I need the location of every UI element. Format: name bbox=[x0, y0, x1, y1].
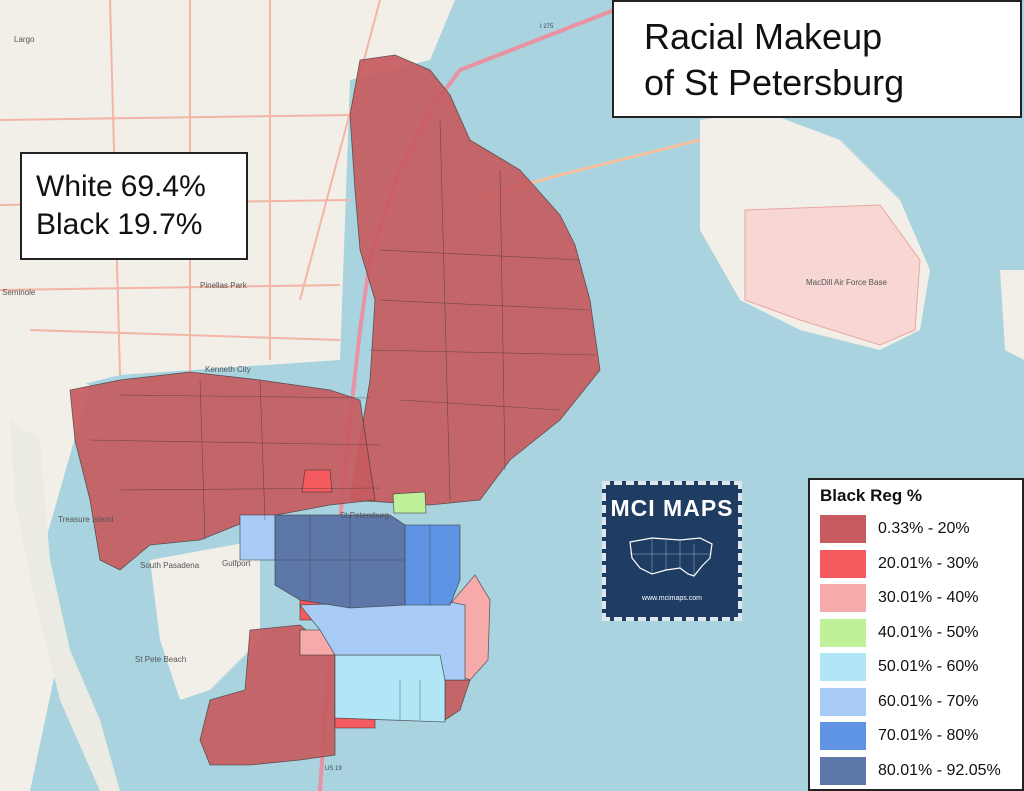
legend-label: 20.01% - 30% bbox=[878, 554, 979, 572]
southwest-land bbox=[150, 540, 260, 700]
legend-item: 50.01% - 60% bbox=[820, 650, 1022, 685]
region-group bbox=[69, 54, 601, 766]
legend-swatch bbox=[820, 756, 866, 785]
legend-item: 60.01% - 70% bbox=[820, 685, 1022, 720]
legend-label: 50.01% - 60% bbox=[878, 658, 979, 676]
legend-label: 70.01% - 80% bbox=[878, 727, 979, 745]
legend-label: 30.01% - 40% bbox=[878, 589, 979, 607]
legend-swatch bbox=[820, 618, 866, 647]
region-north bbox=[349, 54, 601, 506]
label-macdill: MacDill Air Force Base bbox=[806, 278, 887, 287]
tract-outlines bbox=[89, 119, 596, 720]
legend-title: Black Reg % bbox=[820, 486, 923, 505]
legend-items: 0.33% - 20% 20.01% - 30% 30.01% - 40% 40.01… bbox=[820, 512, 1022, 788]
legend-item: 0.33% - 20% bbox=[820, 512, 1022, 547]
title-line-2: of St Petersburg bbox=[644, 62, 905, 103]
legend-swatch bbox=[820, 584, 866, 613]
region-80-92 bbox=[274, 514, 406, 609]
stat-value-black: 19.7% bbox=[117, 208, 203, 241]
region-20-30-a bbox=[301, 469, 333, 493]
label-largo: Largo bbox=[14, 35, 35, 44]
legend-item: 20.01% - 30% bbox=[820, 547, 1022, 582]
legend-item: 80.01% - 92.05% bbox=[820, 754, 1022, 789]
legend-label: 80.01% - 92.05% bbox=[878, 761, 1001, 779]
us-map-icon bbox=[629, 537, 713, 577]
region-southeast-red bbox=[444, 679, 471, 721]
stat-row-white: White 69.4% bbox=[36, 168, 246, 206]
label-kenneth-city: Kenneth City bbox=[205, 365, 251, 374]
logo-url: www.mcimaps.com bbox=[642, 595, 702, 602]
label-treasure-island: Treasure Island bbox=[58, 515, 113, 524]
region-60-70-west bbox=[239, 514, 276, 561]
beach-barrier-land bbox=[10, 420, 120, 791]
legend-item: 70.01% - 80% bbox=[820, 719, 1022, 754]
stat-label-white: White bbox=[36, 170, 113, 203]
region-central-west bbox=[69, 371, 376, 571]
legend-item: 30.01% - 40% bbox=[820, 581, 1022, 616]
logo-brand: MCI MAPS bbox=[610, 495, 734, 521]
region-50-60 bbox=[334, 654, 446, 723]
legend-label: 0.33% - 20% bbox=[878, 520, 970, 538]
stat-label-black: Black bbox=[36, 208, 110, 241]
legend-swatch bbox=[820, 687, 866, 716]
label-gulfport: Gulfport bbox=[222, 559, 251, 568]
label-south-pasadena: South Pasadena bbox=[140, 561, 200, 570]
title-box: Racial Makeup of St Petersburg bbox=[612, 0, 1022, 118]
label-seminole: Seminole bbox=[2, 288, 36, 297]
label-pinellas-park: Pinellas Park bbox=[200, 281, 248, 290]
legend-item: 40.01% - 50% bbox=[820, 616, 1022, 651]
legend-swatch bbox=[820, 653, 866, 682]
macdill-base bbox=[744, 204, 921, 346]
label-st-pete-beach: St Pete Beach bbox=[135, 655, 186, 664]
mci-maps-logo: MCI MAPS www.mcimaps.com bbox=[602, 481, 742, 621]
label-st-petersburg: St Petersburg bbox=[340, 511, 389, 520]
legend-label: 40.01% - 50% bbox=[878, 623, 979, 641]
legend: Black Reg % 0.33% - 20% 20.01% - 30% 30.01… bbox=[808, 478, 1024, 791]
title-line-1: Racial Makeup bbox=[644, 16, 883, 57]
stat-value-white: 69.4% bbox=[120, 170, 206, 203]
label-i275: I 275 bbox=[540, 24, 554, 30]
legend-swatch bbox=[820, 549, 866, 578]
legend-swatch bbox=[820, 515, 866, 544]
east-land bbox=[1000, 270, 1024, 360]
label-us19: US 19 bbox=[325, 766, 342, 772]
region-40-50 bbox=[392, 491, 427, 514]
stat-row-black: Black 19.7% bbox=[36, 206, 246, 244]
legend-swatch bbox=[820, 722, 866, 751]
stats-box: White 69.4% Black 19.7% bbox=[20, 152, 248, 260]
legend-label: 60.01% - 70% bbox=[878, 692, 979, 710]
